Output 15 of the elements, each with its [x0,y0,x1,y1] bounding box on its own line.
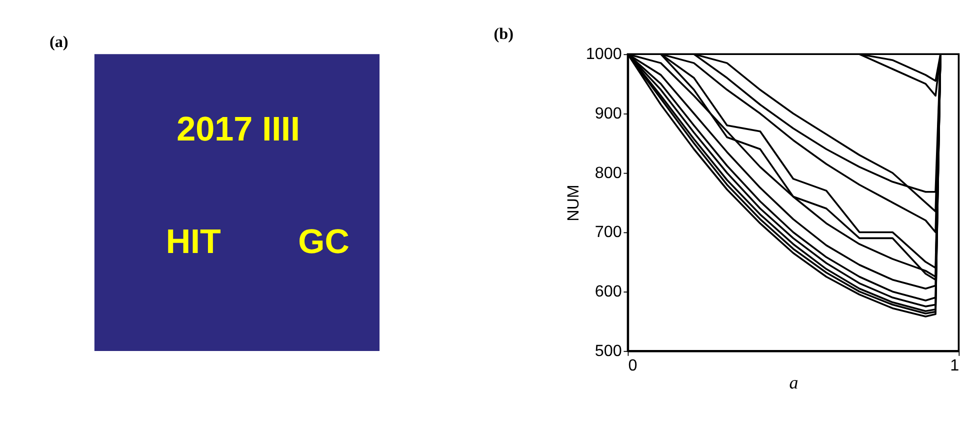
x-tick-label: 0 [628,356,638,374]
y-axis-title: NUM [564,184,583,222]
y-tick-label: 500 [594,342,622,360]
y-tick-label: 700 [594,223,622,242]
text: GC [298,222,350,261]
x-axis-title: a [789,372,798,392]
y-tick-label: 1000 [586,45,622,64]
text: (a) [49,34,68,51]
text: 2017 IIII [176,110,300,148]
x-tick-label: 1 [950,356,960,374]
y-tick-label: 900 [594,104,622,122]
y-tick-label: 600 [594,282,622,301]
text: HIT [166,222,221,261]
y-tick-label: 800 [594,164,622,182]
text: (b) [494,26,514,43]
